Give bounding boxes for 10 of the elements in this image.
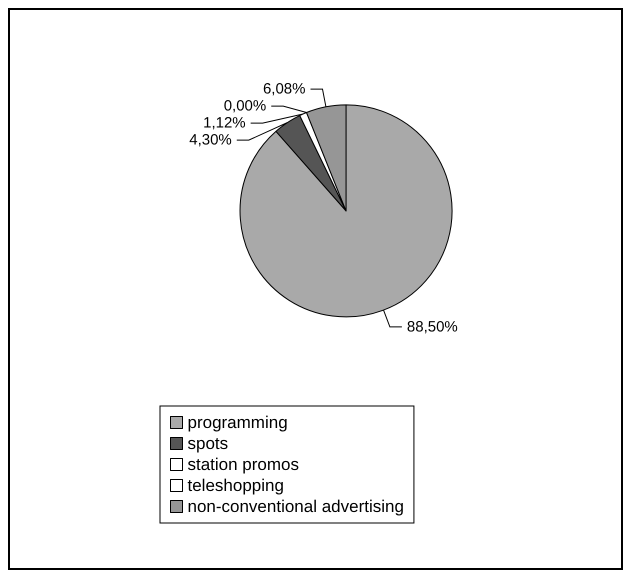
data-label: 1,12% <box>203 114 246 132</box>
data-label: 4,30% <box>189 132 232 149</box>
data-label: 6,08% <box>262 80 306 98</box>
legend-label: station promos <box>188 455 299 474</box>
legend-label: non-conventional advertising <box>188 497 404 516</box>
data-label: 88,50% <box>406 318 458 336</box>
legend-label: spots <box>188 434 228 453</box>
legend-label: teleshopping <box>188 476 284 495</box>
text: 0,00% <box>224 98 266 115</box>
legend-label: programming <box>188 413 288 432</box>
